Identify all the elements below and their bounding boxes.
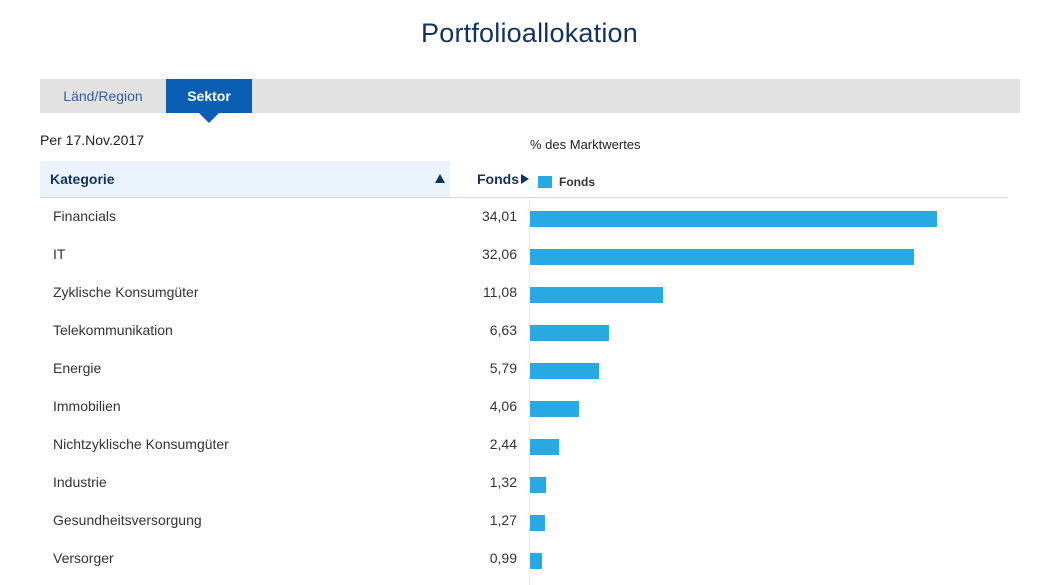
chart-legend: Fonds (538, 175, 595, 189)
chart-baseline (529, 198, 530, 585)
bar (530, 515, 545, 531)
fund-column-header[interactable]: Fonds (477, 161, 529, 197)
fund-column-header-label: Fonds (477, 171, 519, 187)
value-label: 1,32 (489, 474, 517, 490)
table-row: Zyklische Konsumgüter 11,08 (0, 273, 1053, 311)
category-label: Telekommunikation (53, 322, 173, 338)
as-of-date: Per 17.Nov.2017 (40, 132, 145, 148)
value-label: 6,63 (489, 322, 517, 338)
category-label: Gesundheitsversorgung (53, 512, 202, 528)
active-tab-indicator (199, 113, 219, 123)
category-label: Versorger (53, 550, 114, 566)
page-title: Portfolioallokation (421, 18, 638, 48)
category-label: Immobilien (53, 398, 121, 414)
value-label: 0,99 (489, 550, 517, 566)
category-label: Zyklische Konsumgüter (53, 284, 199, 300)
play-arrow-icon (521, 174, 529, 184)
tab-region[interactable]: Länd/Region (63, 88, 143, 104)
category-label: Financials (53, 208, 117, 224)
header-divider (40, 197, 1008, 198)
category-label: IT (53, 246, 66, 262)
table-header[interactable]: Kategorie (40, 161, 450, 197)
table-row: Gesundheitsversorgung 1,27 (0, 501, 1053, 539)
axis-label: % des Marktwertes (530, 137, 641, 152)
bar (530, 325, 609, 341)
bar (530, 249, 914, 265)
sort-ascending-icon[interactable] (435, 174, 445, 183)
value-label: 4,06 (489, 398, 517, 414)
table-row: IT 32,06 (0, 235, 1053, 273)
value-label: 34,01 (481, 208, 517, 224)
value-label: 1,27 (489, 512, 517, 528)
category-label: Nichtzyklische Konsumgüter (53, 436, 229, 452)
table-row: Immobilien 4,06 (0, 387, 1053, 425)
bar (530, 477, 546, 493)
tab-bar: Länd/Region Sektor (40, 79, 1020, 123)
value-label: 2,44 (489, 436, 517, 452)
bar (530, 211, 937, 227)
table-row: Industrie 1,32 (0, 463, 1053, 501)
value-label: 11,08 (483, 284, 517, 300)
legend-swatch (538, 176, 552, 188)
table-row: Telekommunikation 6,63 (0, 311, 1053, 349)
value-label: 5,79 (489, 360, 517, 376)
bar (530, 401, 579, 417)
value-label: 32,06 (481, 246, 517, 262)
category-column-header[interactable]: Kategorie (50, 171, 115, 187)
legend-label: Fonds (559, 175, 595, 189)
bar (530, 553, 542, 569)
table-row: Versorger 0,99 (0, 539, 1053, 577)
table-row: Nichtzyklische Konsumgüter 2,44 (0, 425, 1053, 463)
tab-sector[interactable]: Sektor (166, 79, 252, 113)
category-label: Industrie (53, 474, 107, 490)
bar (530, 363, 599, 379)
category-label: Energie (53, 360, 102, 376)
bar (530, 439, 559, 455)
table-row: Financials 34,01 (0, 197, 1053, 235)
table-row: Energie 5,79 (0, 349, 1053, 387)
bar (530, 287, 663, 303)
